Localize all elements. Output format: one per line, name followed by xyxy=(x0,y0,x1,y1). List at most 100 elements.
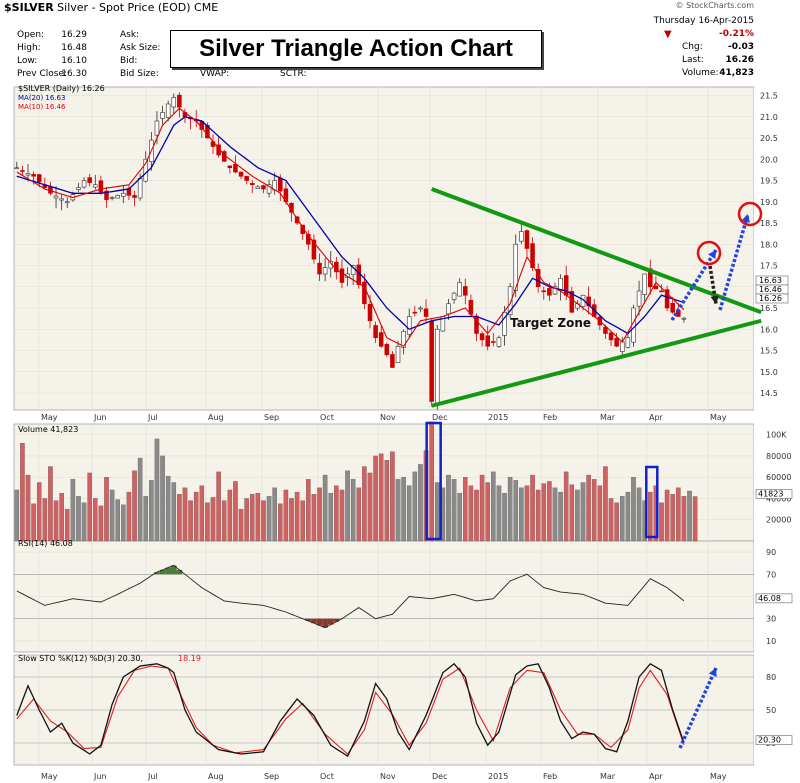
candle-body xyxy=(418,307,423,310)
symbol: $SILVER xyxy=(4,1,54,14)
candle-body xyxy=(395,345,401,363)
ma10-legend: MA(10) 16.46 xyxy=(18,103,66,111)
volume-bar xyxy=(272,487,277,542)
volume-bar xyxy=(42,498,48,542)
volume-bar xyxy=(496,485,502,542)
candle-body xyxy=(255,186,261,189)
info-label: Low: xyxy=(17,56,38,66)
price-marker-label: 16.26 xyxy=(759,294,782,303)
x-tick-label: May xyxy=(41,772,58,781)
candle-body xyxy=(317,262,322,275)
candle-body xyxy=(143,158,149,182)
volume-bar xyxy=(406,485,412,542)
x-tick-label: Feb xyxy=(543,772,557,781)
volume-bar xyxy=(418,464,423,542)
volume-bar xyxy=(233,481,238,542)
candle-body xyxy=(412,311,418,314)
volume-bar xyxy=(362,466,367,542)
rsi-tick-label: 30 xyxy=(766,615,776,624)
volume-bar xyxy=(687,490,692,542)
candle-body xyxy=(59,198,64,201)
volume-bar xyxy=(98,505,104,542)
rsi-oversold-fill xyxy=(305,618,312,621)
volume-tick-label: 60000 xyxy=(766,473,791,482)
volume-tick-label: 40000 xyxy=(766,494,791,503)
info-value: 16.26 xyxy=(725,55,754,65)
volume-bar xyxy=(48,466,53,542)
rsi-tick-label: 10 xyxy=(766,637,776,646)
volume-bar xyxy=(104,477,109,542)
rsi-tick-label: 70 xyxy=(766,570,776,579)
rsi-overbought-fill xyxy=(170,565,177,575)
price-tick-label: 16.0 xyxy=(760,325,778,334)
rsi-overbought-fill xyxy=(154,572,160,575)
candle-body xyxy=(64,201,70,204)
info-label: Ask Size: xyxy=(120,43,161,53)
volume-bar xyxy=(457,492,462,542)
candle-body xyxy=(524,230,530,249)
candle-body xyxy=(20,170,25,172)
volume-marker-label: 41823 xyxy=(758,490,783,499)
volume-bar xyxy=(474,489,479,542)
rsi-marker-box xyxy=(755,593,793,604)
candle-body xyxy=(266,184,272,194)
volume-bar xyxy=(692,496,698,542)
price-marker-box xyxy=(755,293,789,304)
volume-bar xyxy=(597,485,603,542)
x-tick-label: Mar xyxy=(600,772,616,781)
price-tick-label: 19.5 xyxy=(760,177,778,186)
volume-bar xyxy=(76,496,81,542)
candle-body xyxy=(390,354,395,368)
symbol-header: $SILVER Silver - Spot Price (EOD) CME xyxy=(4,1,218,14)
candle-body xyxy=(53,195,59,199)
volume-bar xyxy=(31,503,36,542)
volume-bar xyxy=(619,496,625,542)
volume-bar xyxy=(64,508,70,542)
rsi-overbought-fill xyxy=(165,567,171,575)
volume-bar xyxy=(283,489,289,542)
volume-bar xyxy=(289,498,294,542)
quote-info-mid: Ask: Ask Size: Bid: Bid Size: xyxy=(120,30,180,84)
right-axis-area xyxy=(754,87,800,765)
panel-background xyxy=(13,86,755,411)
info-value: 16.10 xyxy=(61,56,87,66)
sto-marker-box xyxy=(755,735,793,745)
volume-bar xyxy=(434,482,440,542)
candle-body xyxy=(547,288,552,296)
price-tick-label: 20.5 xyxy=(760,134,778,143)
candle-body xyxy=(541,290,547,293)
price-tick-label: 19.0 xyxy=(760,198,778,207)
candle-body xyxy=(507,286,513,315)
volume-bar xyxy=(507,477,513,542)
price-tick-label: 14.5 xyxy=(760,389,778,398)
candle-body xyxy=(31,174,36,177)
price-tick-label: 17.5 xyxy=(760,262,778,271)
candle-body xyxy=(177,94,182,108)
info-label: Bid Size: xyxy=(120,69,159,79)
candle-body xyxy=(653,285,659,290)
black-dotted-arrow-down-head xyxy=(710,295,720,304)
volume-bar xyxy=(451,479,457,542)
target-circle-lower xyxy=(696,240,722,266)
candle-body xyxy=(137,178,143,199)
volume-bar xyxy=(552,487,558,542)
sto-marker-label: 20.30 xyxy=(758,736,781,745)
blue-dotted-arrow-up-head xyxy=(708,250,716,259)
x-tick-label: Sep xyxy=(264,413,279,422)
ma10-line xyxy=(16,107,685,348)
volume-bar xyxy=(261,500,266,542)
candle-body xyxy=(278,177,283,192)
volume-bar xyxy=(636,487,642,542)
volume-bar xyxy=(199,485,205,542)
candle-body xyxy=(463,286,468,296)
candle-body xyxy=(406,316,412,335)
candle-body xyxy=(423,308,429,317)
candle-body xyxy=(306,233,311,245)
candle-body xyxy=(502,311,507,336)
candle-body xyxy=(121,192,126,197)
volume-tick-label: 20000 xyxy=(766,516,791,525)
rsi-tick-label: 90 xyxy=(766,548,776,557)
candle-body xyxy=(311,239,317,260)
rsi-oversold-fill xyxy=(333,618,340,622)
volume-bar xyxy=(339,489,345,542)
